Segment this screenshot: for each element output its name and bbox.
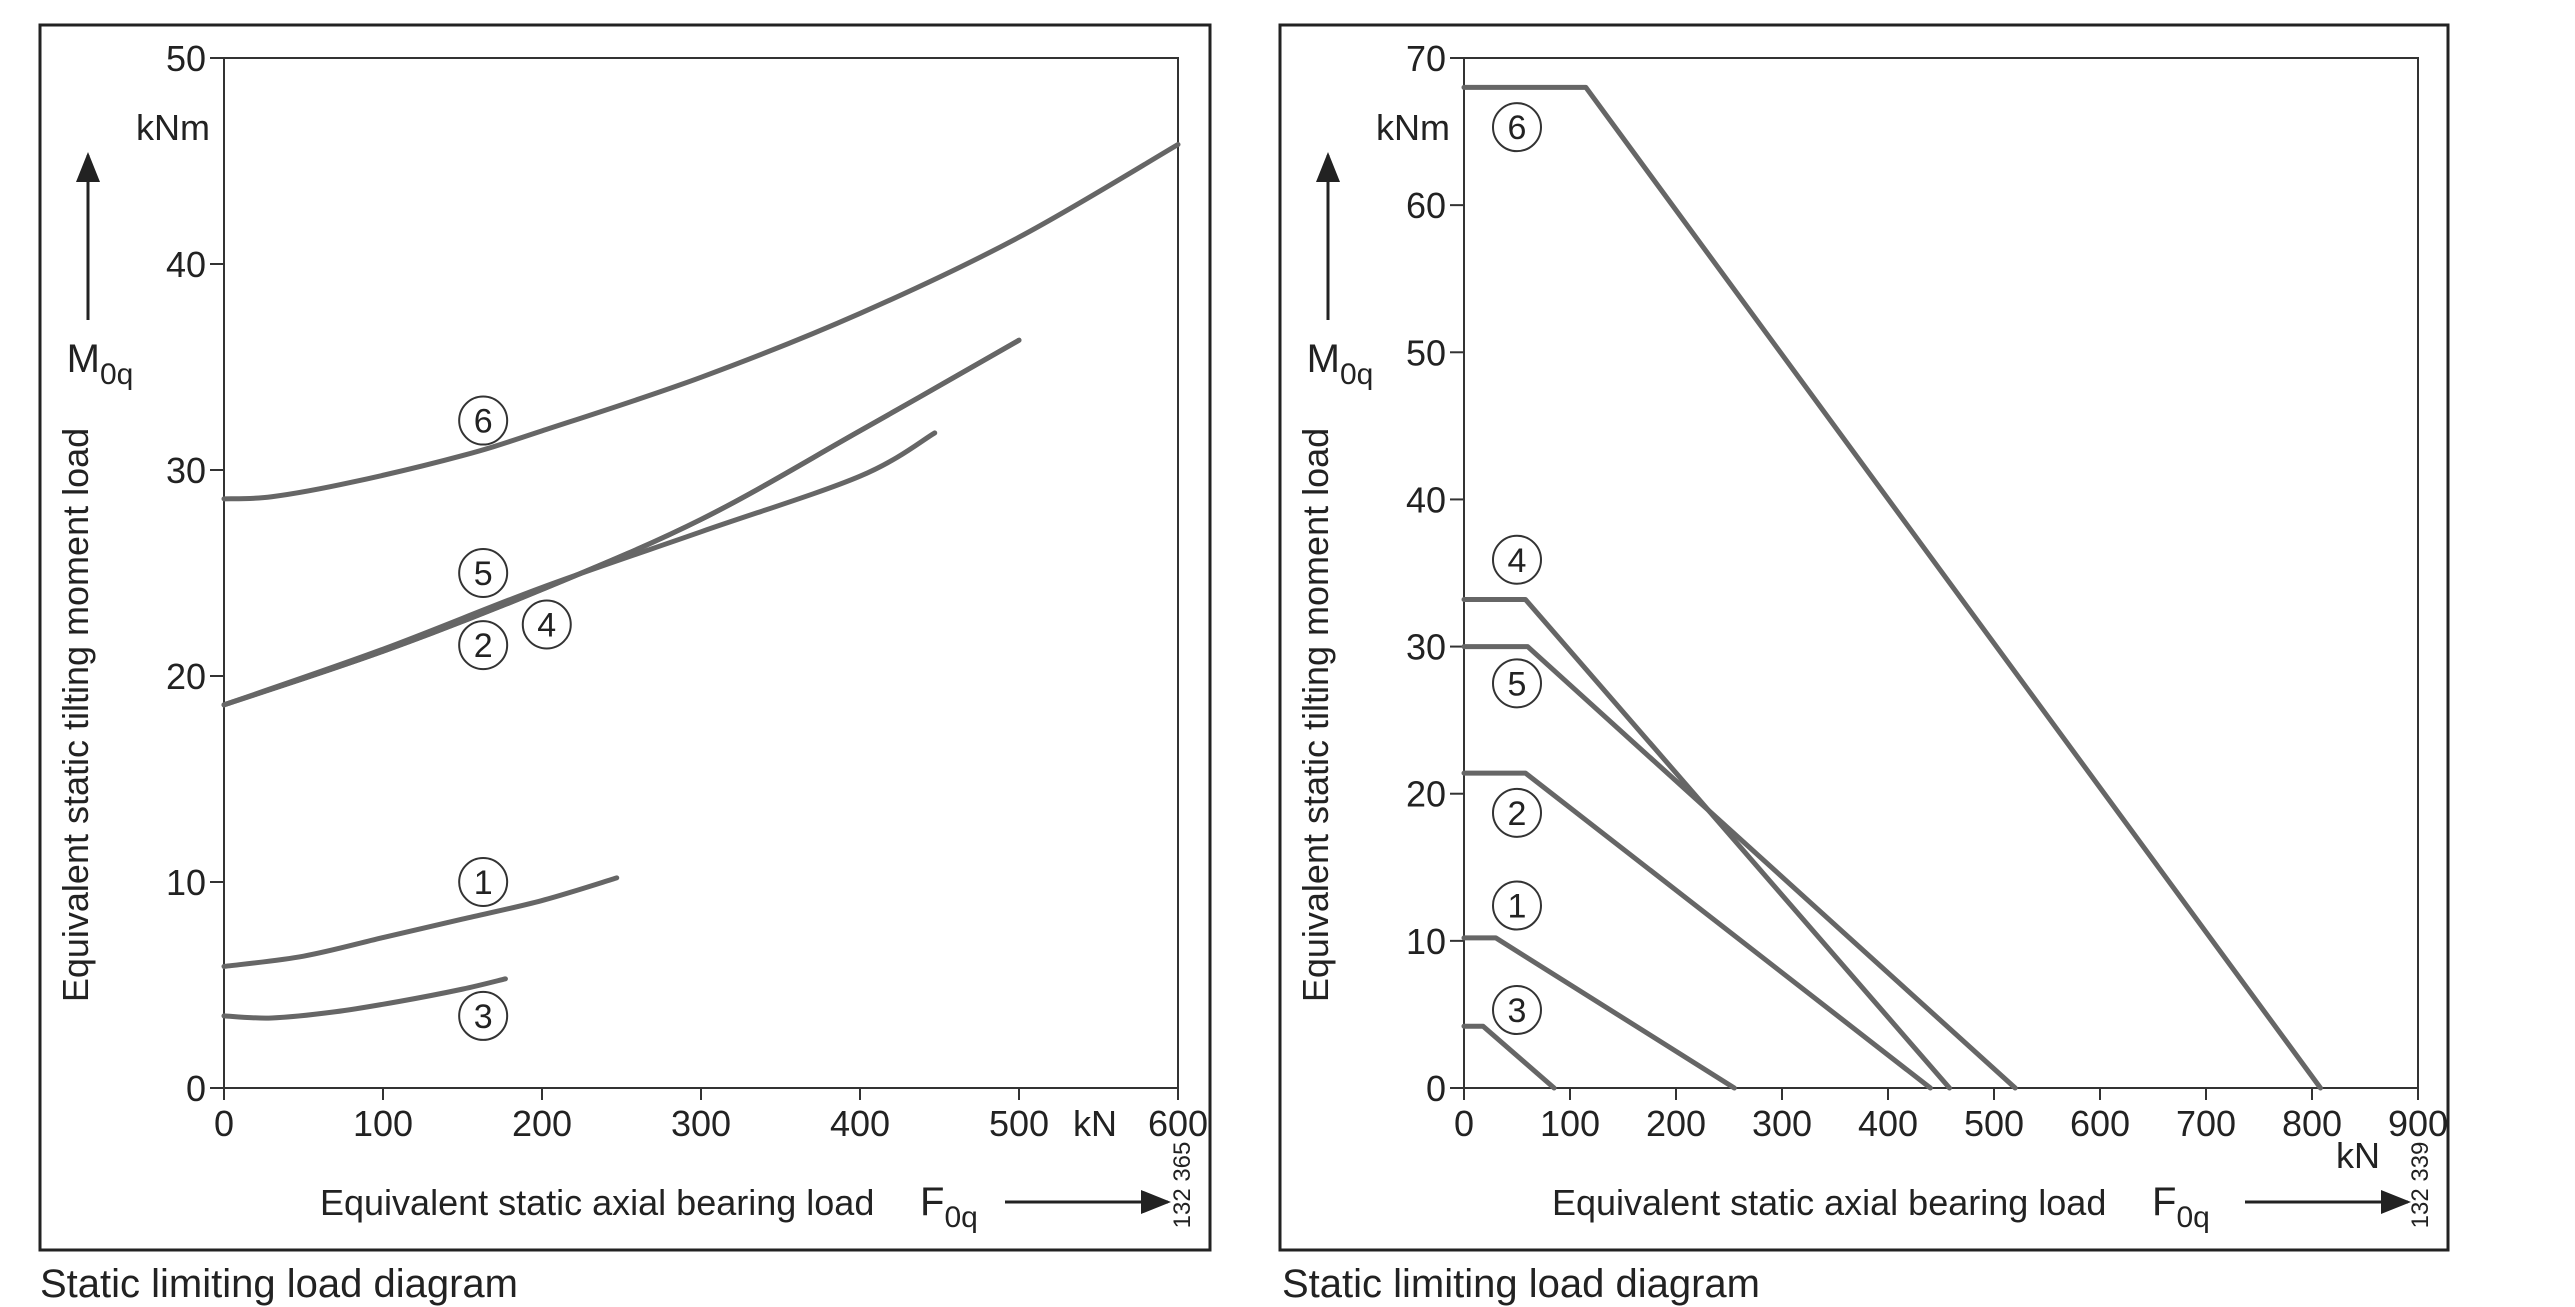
figure-number: 132 339 bbox=[2407, 1142, 2434, 1229]
series-line-4 bbox=[221, 430, 938, 708]
curve-label-4: 4 bbox=[537, 607, 556, 645]
x-tick-label: 900 bbox=[2388, 1103, 2448, 1144]
curve-label-circle-5 bbox=[1492, 658, 1542, 709]
y-tick-label: 10 bbox=[1406, 921, 1446, 962]
x-unit-label: kN bbox=[1073, 1103, 1117, 1144]
x-tick-label: 500 bbox=[989, 1103, 1049, 1144]
y-tick-label: 40 bbox=[166, 244, 206, 285]
curve-label-circle-1 bbox=[1492, 880, 1542, 931]
series-line-1 bbox=[221, 875, 620, 969]
figure-number: 132 365 bbox=[1169, 1142, 1196, 1229]
plot-area bbox=[223, 57, 1179, 1089]
y-tick-label: 40 bbox=[1406, 479, 1446, 520]
curve-label-3: 3 bbox=[474, 998, 493, 1036]
curve-label-2: 2 bbox=[1508, 795, 1527, 833]
x-tick-label: 400 bbox=[830, 1103, 890, 1144]
x-tick-label: 600 bbox=[2070, 1103, 2130, 1144]
y-tick-label: 20 bbox=[166, 656, 206, 697]
curve-label-2: 2 bbox=[474, 627, 493, 665]
y-tick-label: 20 bbox=[1406, 774, 1446, 815]
y-axis-title: Equivalent static tilting moment load bbox=[1295, 428, 1336, 1002]
series-line-2 bbox=[221, 337, 1022, 708]
x-tick-label: 500 bbox=[1964, 1103, 2024, 1144]
y-tick-label: 50 bbox=[166, 38, 206, 79]
x-tick-label: 400 bbox=[1858, 1103, 1918, 1144]
curve-label-circle-2 bbox=[458, 620, 509, 671]
x-tick-label: 0 bbox=[214, 1103, 234, 1144]
curve-label-4: 4 bbox=[1508, 542, 1527, 580]
curve-label-5: 5 bbox=[474, 555, 493, 593]
x-tick-label: 100 bbox=[353, 1103, 413, 1144]
curve-label-circle-2 bbox=[1492, 787, 1542, 838]
curve-label-circle-4 bbox=[521, 599, 572, 650]
y-tick-label: 0 bbox=[186, 1068, 206, 1109]
y-tick-label: 10 bbox=[166, 862, 206, 903]
x-tick-label: 0 bbox=[1454, 1103, 1474, 1144]
series-line-3 bbox=[221, 976, 508, 1021]
y-tick-label: 30 bbox=[1406, 627, 1446, 668]
series-line-1 bbox=[1461, 935, 1737, 1091]
curve-label-6: 6 bbox=[474, 403, 493, 441]
x-tick-label: 200 bbox=[1646, 1103, 1706, 1144]
curve-label-3: 3 bbox=[1508, 992, 1527, 1030]
y-axis-symbol: M0q bbox=[67, 337, 134, 391]
x-tick-label: 600 bbox=[1148, 1103, 1208, 1144]
x-axis-symbol: F0q bbox=[2152, 1180, 2210, 1234]
y-tick-label: 50 bbox=[1406, 332, 1446, 373]
curve-label-1: 1 bbox=[1508, 888, 1527, 926]
x-tick-label: 800 bbox=[2282, 1103, 2342, 1144]
curve-label-circle-3 bbox=[458, 990, 509, 1041]
curve-label-circle-4 bbox=[1492, 534, 1542, 585]
x-tick-label: 200 bbox=[512, 1103, 572, 1144]
curve-label-6: 6 bbox=[1508, 109, 1527, 147]
x-axis-title: Equivalent static axial bearing load bbox=[1552, 1182, 2106, 1223]
x-unit-label: kN bbox=[2336, 1135, 2380, 1176]
y-unit-label: kNm bbox=[136, 107, 210, 148]
series-line-3 bbox=[1461, 1023, 1557, 1091]
left-chart-panel: 0 10 20 30 40 50 0 100 200 300 400 500 600 kNm kN Equiv… bbox=[0, 0, 1260, 1306]
x-tick-label: 300 bbox=[671, 1103, 731, 1144]
right-caption: Static limiting load diagram bbox=[1282, 1262, 1760, 1306]
curve-label-circle-5 bbox=[458, 548, 509, 598]
x-tick-label: 700 bbox=[2176, 1103, 2236, 1144]
right-chart-panel: 0 10 20 30 40 50 60 70 0 100 200 300 400 500 600 700 800… bbox=[1260, 0, 2575, 1306]
y-tick-label: 70 bbox=[1406, 38, 1446, 79]
left-caption: Static limiting load diagram bbox=[40, 1262, 518, 1306]
x-tick-label: 300 bbox=[1752, 1103, 1812, 1144]
series-line-4 bbox=[1461, 596, 1952, 1091]
series-line-6 bbox=[221, 142, 1181, 502]
curve-label-circle-6 bbox=[1492, 102, 1542, 153]
figure-frame bbox=[1278, 23, 2450, 1252]
x-tick-label: 100 bbox=[1540, 1103, 1600, 1144]
x-axis-title: Equivalent static axial bearing load bbox=[320, 1182, 874, 1223]
y-axis-symbol: M0q bbox=[1307, 337, 1374, 391]
y-tick-label: 60 bbox=[1406, 185, 1446, 226]
y-tick-label: 0 bbox=[1426, 1068, 1446, 1109]
series-line-5 bbox=[221, 337, 1022, 708]
curve-label-1: 1 bbox=[474, 864, 493, 902]
series-line-6 bbox=[1461, 84, 2323, 1091]
series-line-2 bbox=[1461, 770, 1933, 1091]
curve-label-circle-6 bbox=[458, 395, 509, 446]
y-tick-label: 30 bbox=[166, 450, 206, 491]
plot-area bbox=[1463, 57, 2419, 1089]
y-axis-title: Equivalent static tilting moment load bbox=[55, 428, 96, 1002]
curve-label-circle-3 bbox=[1492, 985, 1542, 1036]
figure-frame bbox=[38, 23, 1212, 1252]
series-line-5 bbox=[1461, 644, 2018, 1091]
curve-label-5: 5 bbox=[1508, 665, 1527, 703]
x-axis-symbol: F0q bbox=[920, 1180, 978, 1234]
y-unit-label: kNm bbox=[1376, 107, 1450, 148]
curve-label-circle-1 bbox=[458, 857, 509, 907]
